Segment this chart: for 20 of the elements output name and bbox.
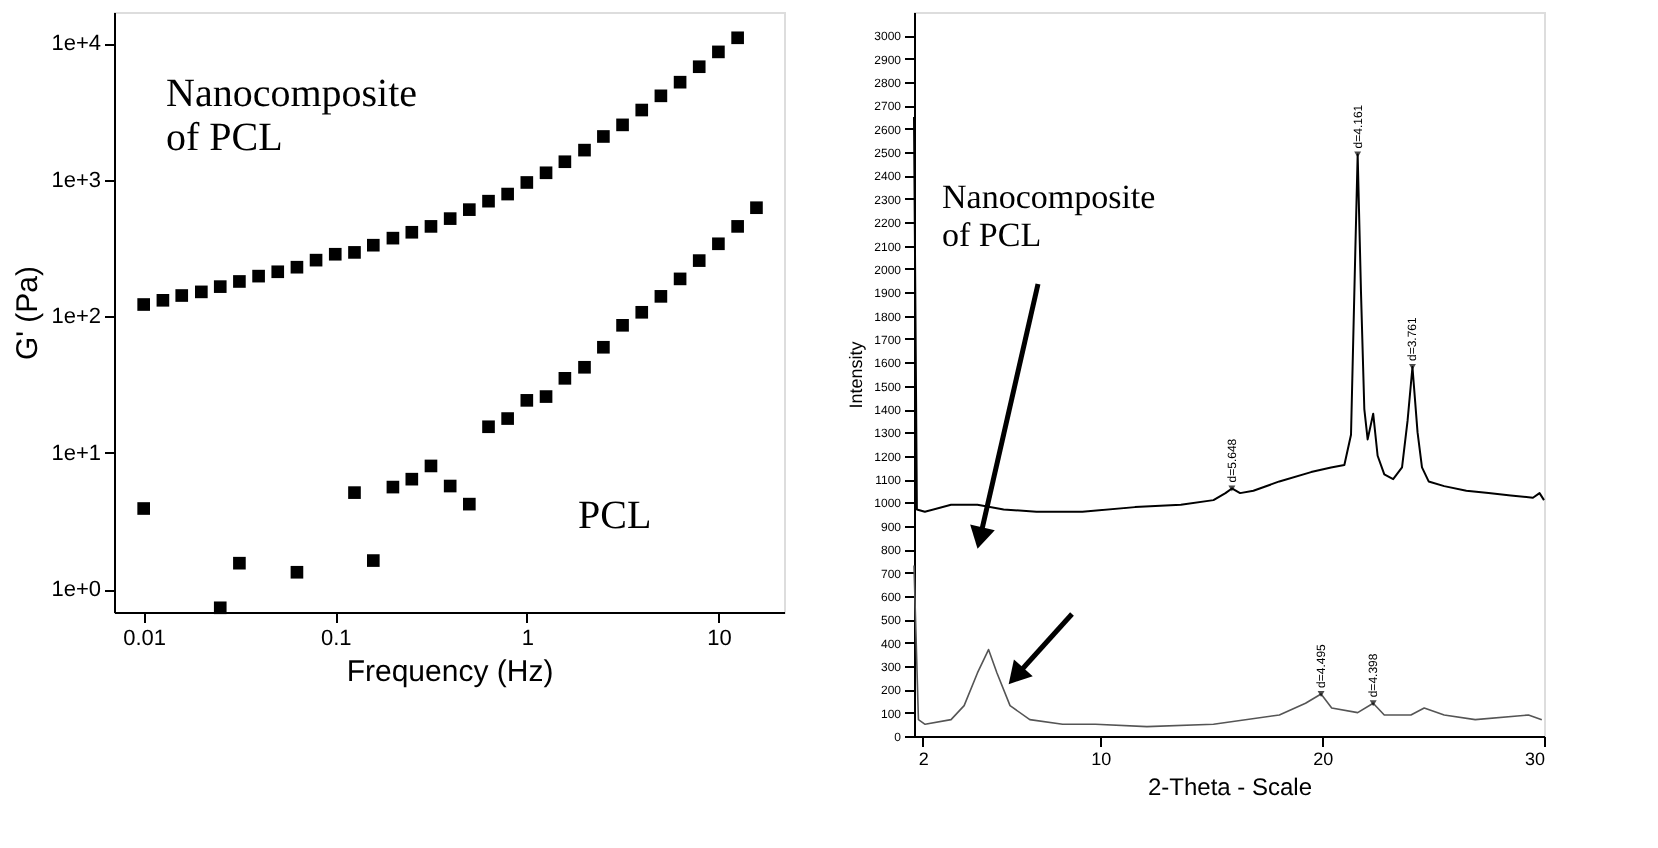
x-axis-title: 2-Theta - Scale: [1147, 773, 1313, 801]
y-tick-label: 1e+2: [51, 305, 101, 330]
x-tick-label: 20: [1313, 749, 1334, 769]
x-tick-label: 0.01: [123, 627, 167, 651]
x-tick-label: 10: [707, 627, 732, 651]
x-tick-label: 0.1: [320, 627, 352, 651]
text: PCL: [578, 494, 652, 538]
x-axis-title: Frequency (Hz): [346, 655, 554, 689]
x-tick-label: 1: [521, 627, 534, 651]
y-tick-label: 1e+1: [51, 441, 101, 466]
y-tick-label: 1e+3: [51, 168, 101, 193]
x-tick-label: 30: [1524, 749, 1545, 769]
y-tick-label: 1e+4: [51, 32, 101, 57]
series-label: Nanocomposite of PCL: [942, 178, 1156, 254]
x-tick-label: 10: [1091, 749, 1112, 769]
x-tick-label: 2: [918, 749, 929, 769]
series-label: Nanocomposite of PCL: [166, 72, 418, 160]
y-axis-title: G' (Pa): [11, 265, 46, 361]
y-tick-label: 1e+0: [51, 578, 101, 603]
y-axis-title: Intensity: [846, 340, 867, 409]
